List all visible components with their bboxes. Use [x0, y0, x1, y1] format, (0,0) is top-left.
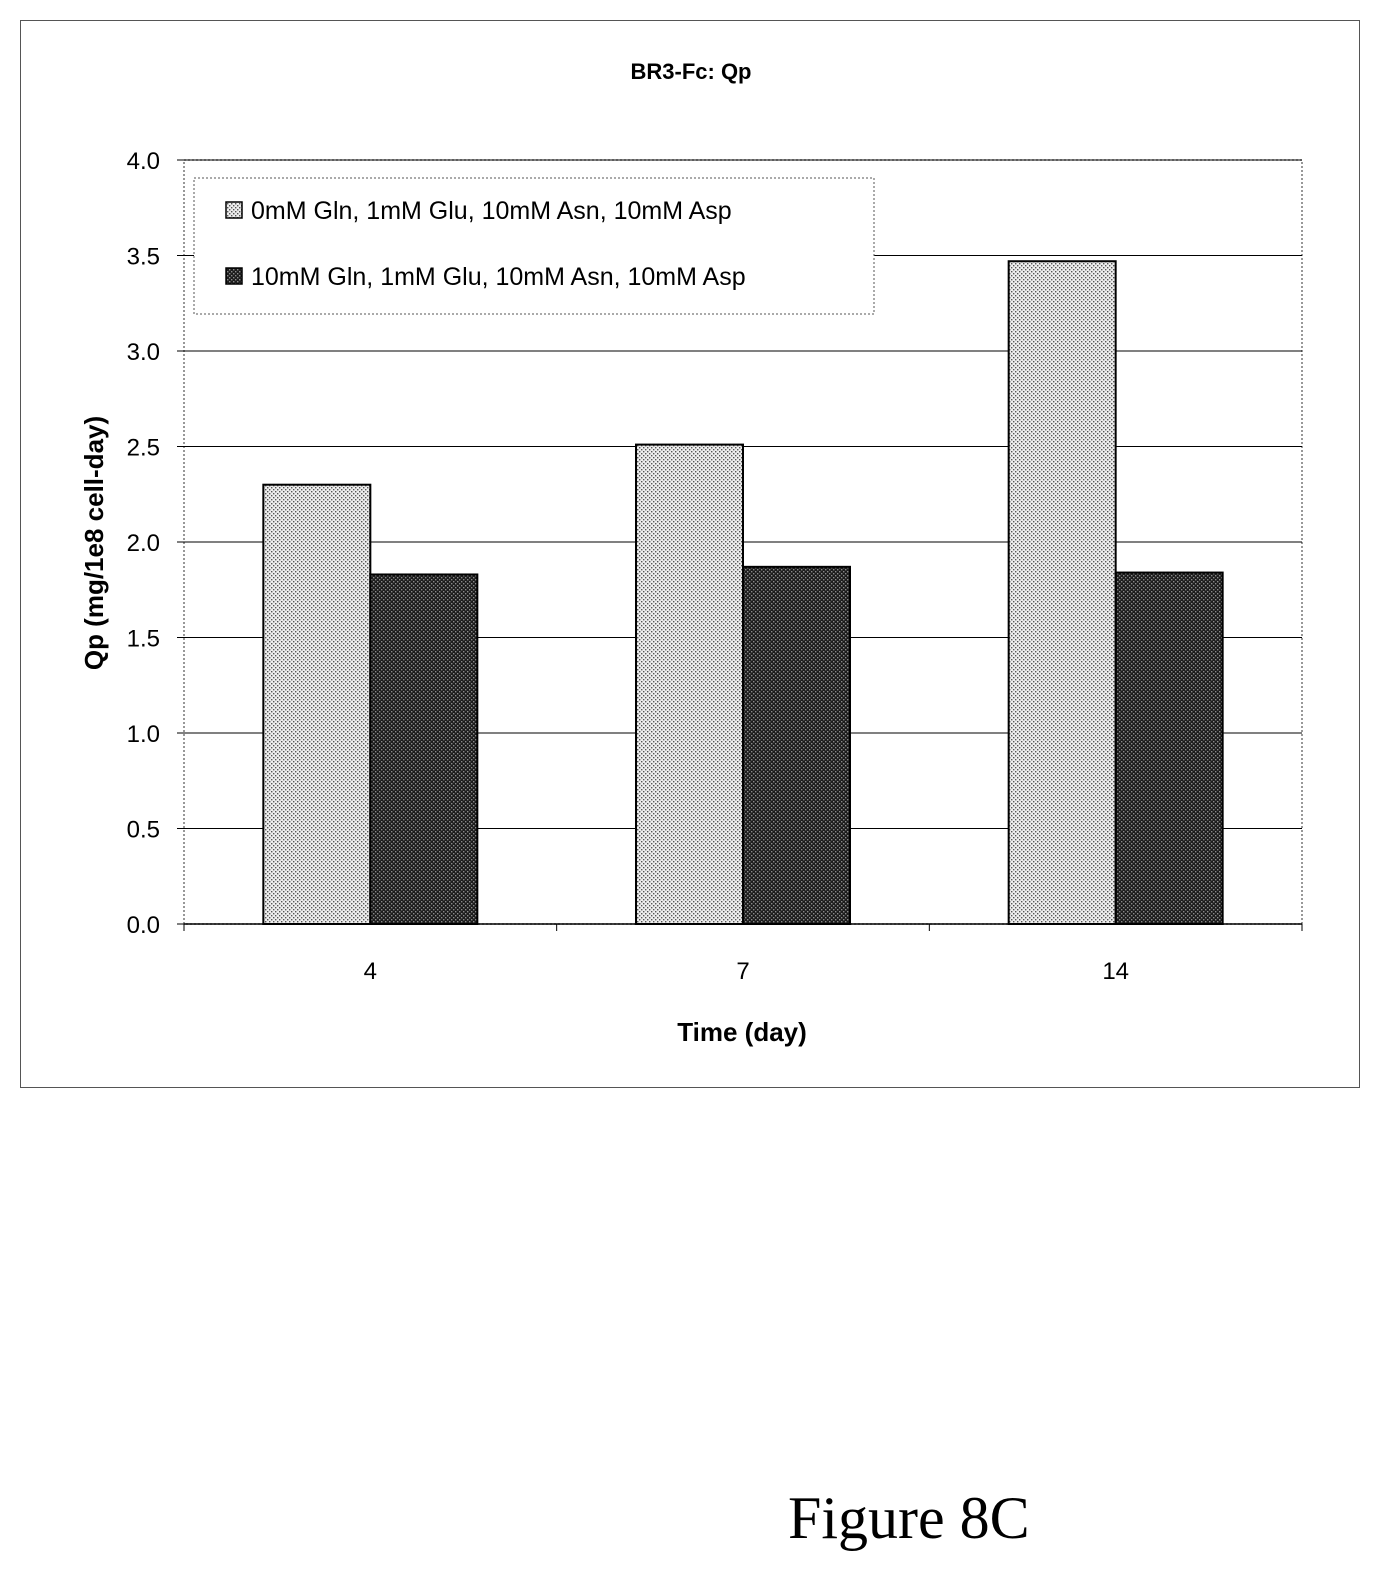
- bar-series-2-day-14: [1114, 571, 1224, 925]
- y-tick-label: 2.0: [127, 530, 160, 557]
- bar-series-1-day-4: [262, 483, 372, 925]
- legend-swatch-series-1: [225, 201, 243, 219]
- y-tick-label: 1.5: [127, 626, 160, 653]
- y-tick-label: 1.0: [127, 721, 160, 748]
- y-tick-label: 0.5: [127, 817, 160, 844]
- y-tick-label: 3.5: [127, 244, 160, 271]
- figure-label: Figure 8C: [788, 1485, 1030, 1551]
- x-tick-label: 7: [736, 958, 749, 985]
- y-tick-label: 0.0: [127, 912, 160, 939]
- bars: [262, 260, 1224, 926]
- chart-title: BR3-Fc: Qp: [631, 59, 752, 84]
- y-tick-label: 4.0: [127, 148, 160, 175]
- legend-label-series-2: 10mM Gln, 1mM Glu, 10mM Asn, 10mM Asp: [251, 263, 746, 291]
- bar-series-2-day-7: [742, 565, 851, 926]
- y-tick-label: 3.0: [127, 339, 160, 366]
- x-tick-label: 14: [1102, 958, 1129, 985]
- legend-label-series-1: 0mM Gln, 1mM Glu, 10mM Asn, 10mM Asp: [251, 197, 732, 225]
- legend-box: [193, 177, 875, 315]
- x-axis-title: Time (day): [677, 1017, 807, 1047]
- chart-frame: BR3-Fc: Qp Qp (mg/1e8 cell-day) Time (da…: [20, 20, 1360, 1088]
- bar-series-1-day-14: [1007, 260, 1117, 926]
- bar-series-1-day-7: [635, 443, 744, 925]
- legend-swatch-series-2: [225, 267, 243, 285]
- x-tick-label: 4: [364, 958, 377, 985]
- y-tick-label: 2.5: [127, 435, 160, 462]
- legend: 0mM Gln, 1mM Glu, 10mM Asn, 10mM Asp 10m…: [193, 177, 875, 315]
- x-axis-ticks: 4 7 14: [183, 923, 1303, 985]
- bar-series-2-day-4: [369, 573, 479, 925]
- bar-chart: BR3-Fc: Qp Qp (mg/1e8 cell-day) Time (da…: [79, 59, 1303, 1047]
- y-axis-title: Qp (mg/1e8 cell-day): [79, 416, 109, 670]
- y-axis-ticks: 0.0 0.5 1.0 1.5 2.0 2.5 3.0 3.5 4.0: [127, 148, 184, 939]
